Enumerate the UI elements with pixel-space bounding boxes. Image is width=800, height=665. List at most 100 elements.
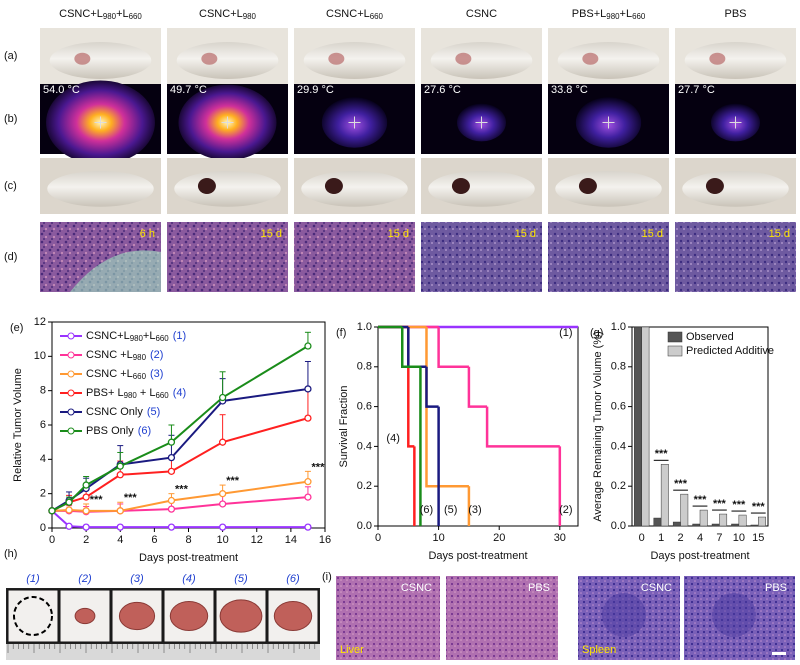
y-tick-label: 0.8 [357,361,372,373]
y-axis-label: Average Remaining Tumor Volume (%) [592,331,604,522]
bar [750,524,759,527]
tumor-label: (3) [130,573,144,585]
x-tick-label: 4 [697,532,703,544]
mouse [684,42,787,79]
histology [548,222,669,292]
histology-image [446,576,558,660]
mouse [47,170,154,207]
mouse [303,42,406,79]
point [218,393,227,402]
y-tick-label: 6 [40,419,46,431]
tumor-cell [7,589,59,643]
timepoint: 6 h [140,228,155,240]
bar [653,517,662,527]
point [167,438,176,446]
histology [421,222,542,292]
temperature: 27.6 °C [424,84,461,96]
scale-bar [768,292,782,295]
point [304,493,312,501]
y-tick-label: 8 [40,385,46,397]
point [304,414,312,422]
bar [672,521,681,527]
step-segment [467,366,488,408]
series-label: (3) [468,504,481,516]
series-label: (4) [386,432,399,444]
legend-swatch [667,331,683,343]
annotation: *** [655,448,669,460]
legend-label: CSNC Only [86,406,143,418]
mouse [301,170,408,207]
legend-swatch [667,345,683,357]
mouse [557,42,660,79]
legend-tag: (1) [173,330,186,342]
annotation: *** [226,475,240,487]
annotation: *** [312,461,326,473]
point [304,477,312,486]
x-tick-label: 10 [217,534,229,546]
y-tick-label: 0.4 [611,440,626,452]
legend-marker [67,389,75,397]
y-tick-label: 0.6 [611,401,626,413]
legend-label: PBS+ L980​ + L660​ [86,387,169,400]
y-tick-label: 2 [40,488,46,500]
series-label: (1) [559,327,572,339]
temperature: 54.0 °C [43,84,80,96]
y-tick-label: 0.2 [611,480,626,492]
legend-marker [67,332,75,340]
column-header: CSNC+L980​ [199,8,257,21]
y-tick-label: 0.6 [357,401,372,413]
y-tick-label: 1.0 [357,321,372,333]
series-label: (5) [444,504,457,516]
y-tick-label: 1.0 [611,321,626,333]
mouse [49,42,152,79]
mouse [174,170,281,207]
bar [731,523,740,527]
row-label: (b) [4,113,17,125]
column-header: CSNC+L980​+L660​ [59,8,142,21]
x-tick-label: 0 [49,534,55,546]
timepoint: 15 d [642,228,663,240]
organ-label: Liver [340,644,364,656]
point [82,481,90,489]
mouse [682,170,789,207]
point [65,506,73,514]
tumor [169,601,209,631]
tumor-spot [709,52,726,65]
histology [294,222,415,292]
point [82,507,90,515]
legend-tag: (5) [147,406,160,418]
tumor [219,599,263,633]
step-segment [485,406,560,448]
legend-marker [67,427,75,435]
x-tick-label: 10 [432,532,444,544]
legend-label: CSNC +L660​ [86,368,147,381]
legend-label: Observed [686,331,734,343]
point [218,523,227,531]
empty-marker [13,596,53,636]
tumor [74,607,96,625]
legend-tag: (3) [150,368,163,380]
step-segment [400,327,421,369]
point [304,385,312,393]
legend-tag: (6) [138,425,151,437]
y-tick-label: 0.8 [611,361,626,373]
histology-label: PBS [765,582,787,594]
x-tick-label: 20 [493,532,505,544]
wound [197,178,216,194]
column-header: PBS [724,8,746,20]
x-tick-label: 30 [554,532,566,544]
stain-area [70,250,161,292]
x-tick-label: 0 [375,532,381,544]
x-tick-label: 8 [185,534,191,546]
bar [719,513,728,527]
tumor-spot [201,52,218,65]
point [116,462,124,470]
x-tick-label: 15 [752,532,764,544]
timepoint: 15 d [515,228,536,240]
x-tick-label: 0 [639,532,645,544]
organ-label: Spleen [582,644,616,656]
x-axis-label: Days post-treatment [428,550,527,562]
point [218,490,227,498]
x-tick-label: 2 [678,532,684,544]
y-tick-label: 0.2 [357,480,372,492]
